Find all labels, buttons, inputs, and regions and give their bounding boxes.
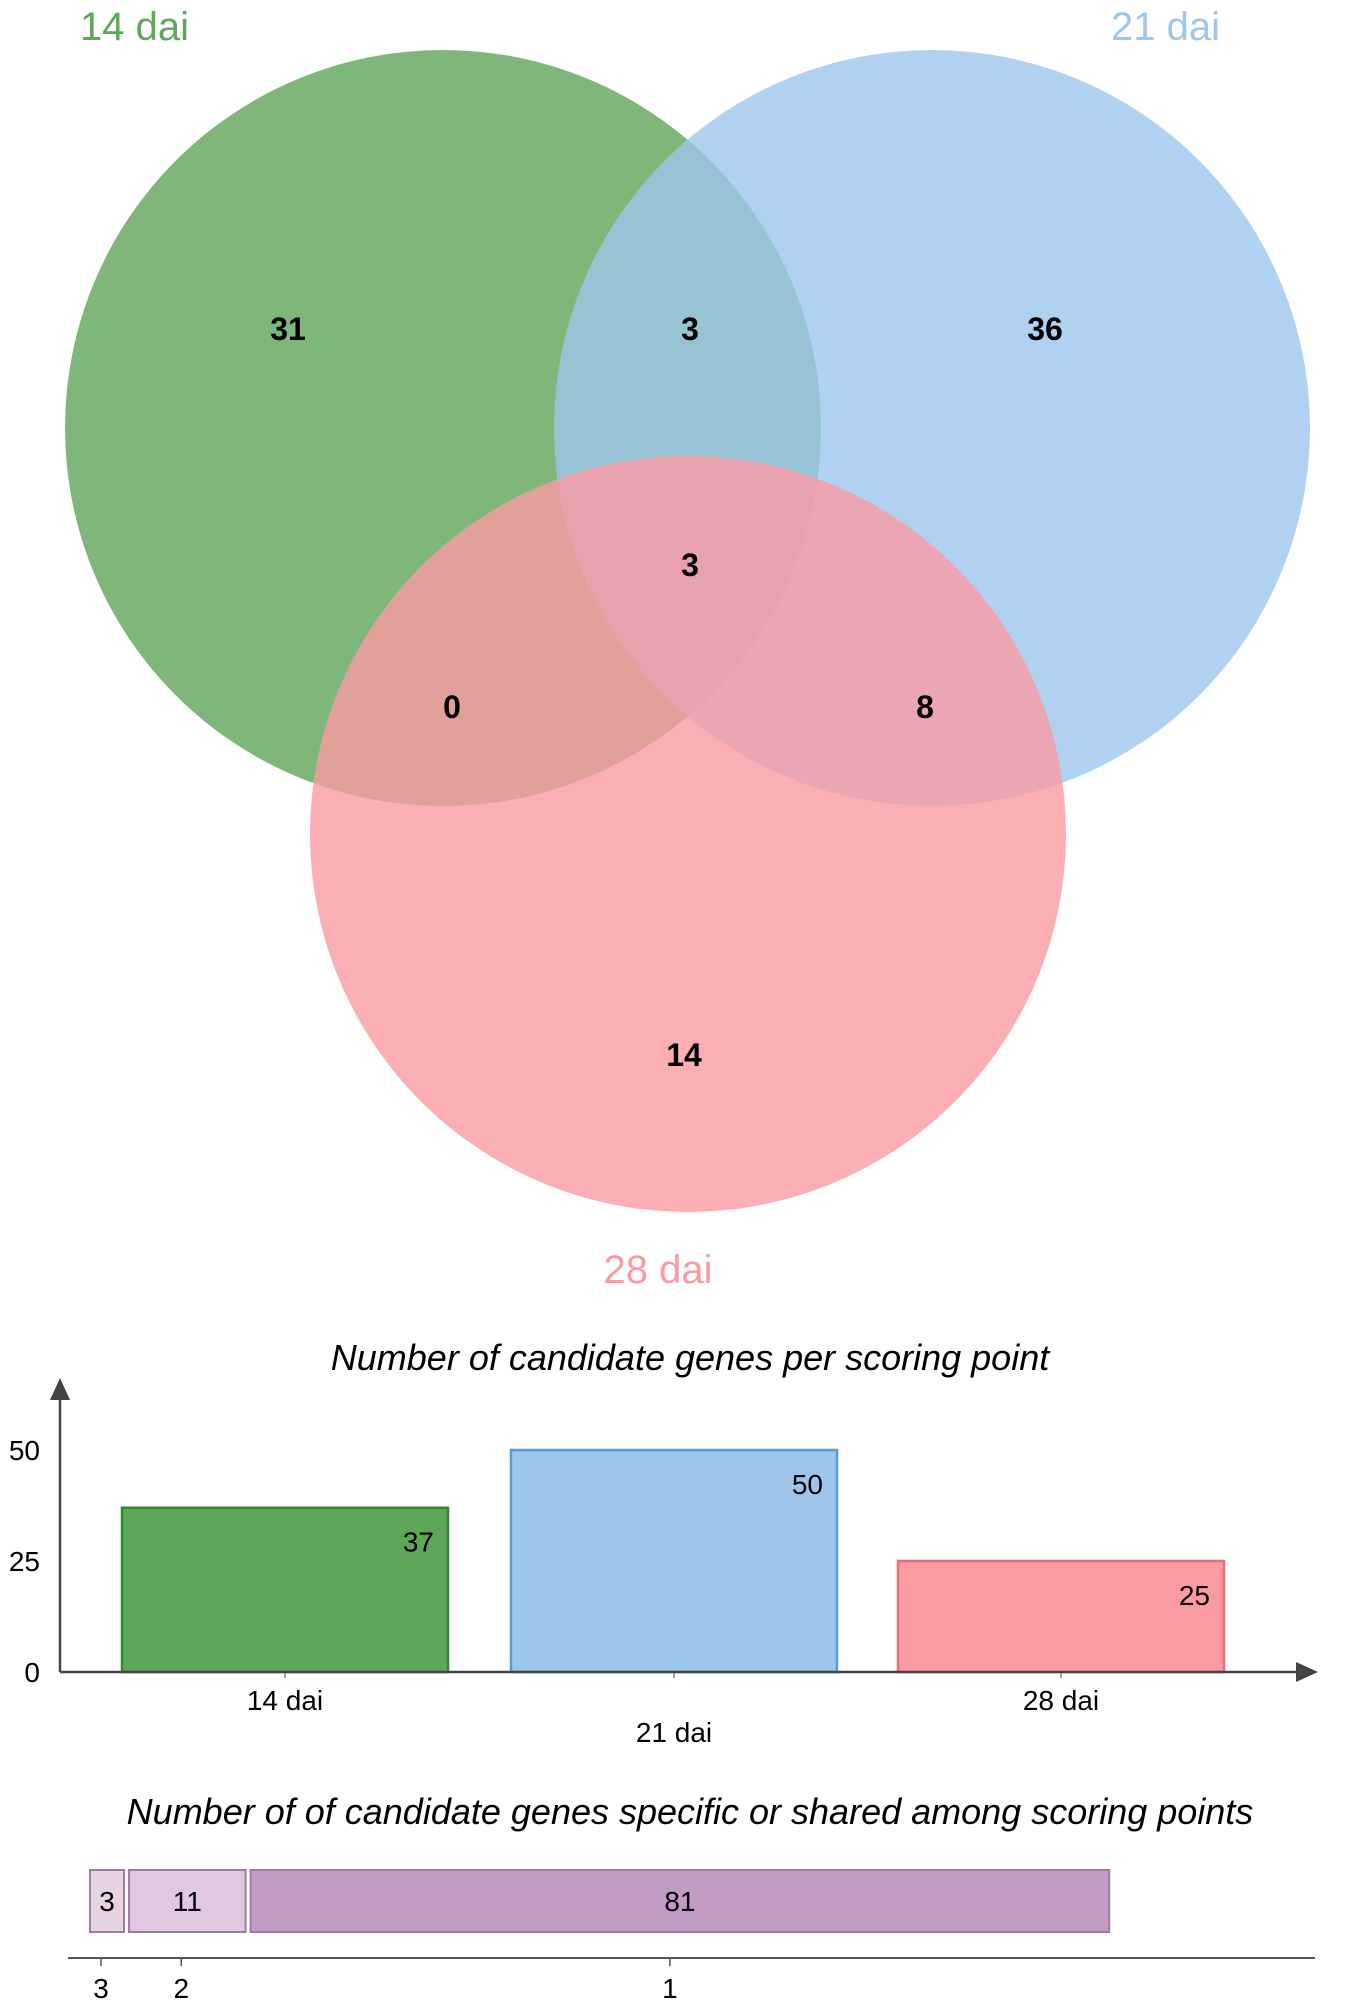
bar-chart-title: Number of candidate genes per scoring po… <box>331 1337 1051 1378</box>
stacked-axis-label: 1 <box>662 1973 678 2004</box>
stacked-segment-value: 81 <box>664 1886 695 1917</box>
bar-category-label: 28 dai <box>1023 1685 1099 1716</box>
venn-count-only-21: 36 <box>1027 311 1063 347</box>
bar-14-dai <box>120 1506 450 1674</box>
stacked-axis-label: 2 <box>174 1973 190 2004</box>
bar-category-label: 21 dai <box>636 1717 712 1748</box>
bar-x-axis-arrow <box>1296 1662 1318 1682</box>
stacked-segment-shared-by-3 <box>89 1869 125 1933</box>
bar-value-label: 50 <box>792 1469 823 1500</box>
stacked-segment-shared-by-2 <box>128 1869 247 1933</box>
stacked-bar-chart: Number of of candidate genes specific or… <box>68 1791 1315 2004</box>
venn-count-all: 3 <box>681 547 699 583</box>
bar-category-label: 14 dai <box>247 1685 323 1716</box>
bar-value-label: 25 <box>1179 1580 1210 1611</box>
venn-count-only-28: 14 <box>666 1037 702 1073</box>
bar-chart: Number of candidate genes per scoring po… <box>9 1337 1318 1748</box>
venn-set-label-21-dai: 21 dai <box>1111 5 1220 49</box>
venn-diagram: 14 dai 21 dai 28 dai 31 3 36 3 0 8 14 <box>65 5 1310 1292</box>
venn-set-label-14-dai: 14 dai <box>80 5 189 49</box>
stacked-axis-label: 3 <box>93 1973 109 2004</box>
venn-circle-28-dai <box>310 456 1066 1212</box>
venn-count-14-28: 0 <box>443 689 461 725</box>
bar-layer: 0 25 50 37 14 dai 50 21 dai 25 28 dai <box>9 1435 1226 1748</box>
stacked-segment-value: 11 <box>173 1886 202 1917</box>
bar-28-dai <box>896 1559 1226 1674</box>
venn-count-21-28: 8 <box>916 689 934 725</box>
stacked-segment-value: 3 <box>99 1886 115 1917</box>
bar-y-tick-label: 50 <box>9 1435 40 1466</box>
bar-y-tick-label: 0 <box>24 1657 40 1688</box>
stacked-bar-title: Number of of candidate genes specific or… <box>127 1791 1254 1832</box>
bar-y-tick-label: 25 <box>9 1546 40 1577</box>
venn-count-14-21: 3 <box>681 311 699 347</box>
bar-21-dai <box>509 1448 839 1674</box>
bar-value-label: 37 <box>403 1527 434 1558</box>
venn-count-only-14: 31 <box>270 311 306 347</box>
stack-layer: 3 3 11 2 81 1 <box>89 1869 1111 2004</box>
venn-set-label-28-dai: 28 dai <box>604 1248 713 1292</box>
stacked-segment-shared-by-1 <box>249 1869 1111 1933</box>
bar-y-axis-arrow <box>50 1378 70 1400</box>
